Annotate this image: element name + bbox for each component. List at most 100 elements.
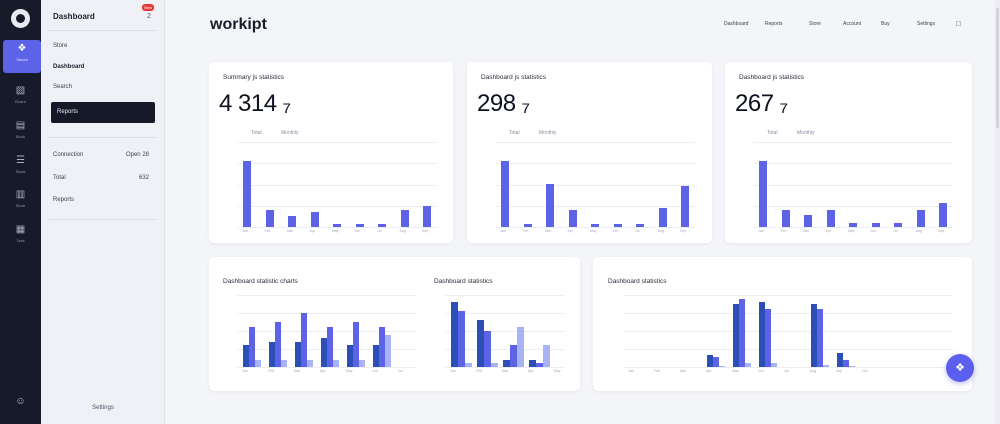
rail-item-store[interactable]: ▥ Store — [0, 186, 41, 218]
grid-line — [753, 184, 953, 186]
x-tick-label: Jan — [628, 369, 634, 373]
sidebar-item-reports[interactable]: Reports — [51, 102, 155, 123]
x-tick-label: Apr — [528, 369, 534, 373]
x-tick-label: Mar — [502, 369, 509, 373]
chart-bar — [503, 359, 510, 367]
grid-line — [753, 142, 953, 143]
scrollbar-thumb[interactable] — [996, 8, 999, 128]
chart-bar — [546, 183, 554, 227]
chart-title: Dashboard statistic charts — [223, 278, 298, 285]
x-tick-label: Oct — [862, 369, 868, 373]
grid-line — [623, 367, 953, 368]
grid-line — [237, 313, 417, 314]
chart-bar — [871, 222, 880, 227]
nav-dashboard[interactable]: Dashboard — [724, 21, 749, 27]
chart-title: Dashboard statistics — [608, 278, 667, 285]
chart-bar — [517, 327, 524, 367]
chat-fab-button[interactable]: ❖ — [946, 354, 974, 382]
kpi-card-1: Summary js statistics 4 314 ₇ Total Mont… — [209, 62, 453, 243]
chart-bar — [939, 203, 947, 227]
nav-store[interactable]: Store — [809, 21, 821, 27]
chart-bar — [400, 210, 409, 227]
chart-bar — [765, 309, 771, 367]
kpi-title: Summary js statistics — [223, 74, 285, 81]
chart-bar — [249, 327, 255, 367]
kpi-sub-label: Monthly — [797, 130, 815, 136]
rail-item-label: Task — [16, 238, 25, 243]
rail-item-label: Stack — [15, 169, 26, 174]
chart-bar — [484, 331, 491, 367]
rail-item-label: Book — [15, 134, 26, 139]
chart-bar — [811, 303, 817, 367]
x-tick-label: Feb — [522, 229, 529, 233]
chart-bar — [817, 309, 823, 367]
sidebar-item-search[interactable]: Search — [53, 84, 73, 90]
grid-line — [237, 184, 437, 186]
sidebar-footer-settings[interactable]: Settings — [92, 405, 114, 411]
chart-bar — [378, 223, 386, 227]
x-tick-label: Jul — [398, 369, 403, 373]
sidebar-item-dashboard[interactable]: Dashboard — [53, 64, 85, 70]
chart-bar — [307, 359, 313, 367]
chart-bar — [733, 303, 739, 367]
document-icon: ▤ — [15, 120, 26, 131]
grid-line — [237, 142, 437, 143]
notification-badge[interactable]: New — [142, 4, 154, 11]
chart-bar — [243, 160, 251, 227]
grid-line — [623, 295, 953, 296]
kpi-sub-label: Total — [509, 130, 520, 136]
x-tick-label: Aug — [915, 229, 922, 233]
x-tick-label: Jan — [500, 229, 506, 233]
grid-line — [753, 163, 953, 165]
rail-item-saved[interactable]: ❖ Saved — [3, 40, 41, 73]
statistics-card-1: Dashboard statistic charts Dashboard sta… — [209, 257, 580, 391]
chart-bar — [275, 322, 281, 367]
grid-line — [623, 313, 953, 314]
chart-bar — [523, 224, 532, 227]
rail-item-board[interactable]: ▧ Board — [0, 82, 41, 114]
sidebar-item-store[interactable]: Store — [53, 43, 68, 49]
chart-bar — [491, 363, 498, 367]
rail-item-label: Board — [15, 99, 26, 104]
rail-item-book[interactable]: ▤ Book — [0, 117, 41, 149]
chart-bar — [333, 359, 339, 367]
window-icon[interactable]: □ — [956, 19, 961, 28]
chart-bar — [849, 365, 855, 367]
nav-buy[interactable]: Buy — [881, 21, 890, 27]
nav-account[interactable]: Account — [843, 21, 862, 27]
nav-reports[interactable]: Reports — [765, 21, 783, 27]
stat-label-connection: Connection — [53, 152, 84, 158]
grid-line — [753, 205, 953, 207]
kpi-card-2: Dashboard js statistics 298 ₇ Total Mont… — [467, 62, 712, 243]
app-logo-icon[interactable] — [11, 9, 30, 28]
scrollbar[interactable] — [995, 0, 1000, 424]
chart-bar — [355, 223, 364, 227]
sidebar-count: 2 — [147, 13, 151, 20]
chart-bar — [707, 355, 713, 367]
chart-bar — [379, 327, 385, 367]
x-tick-label: May — [346, 369, 353, 373]
x-tick-label: Feb — [780, 229, 787, 233]
chart-bar — [255, 359, 261, 367]
chart-bar — [823, 364, 829, 367]
x-tick-label: May — [332, 229, 339, 233]
divider — [49, 219, 157, 220]
chart-bar — [465, 363, 472, 367]
chart-bar — [301, 313, 307, 367]
kpi-sub-label: Total — [251, 130, 262, 136]
x-tick-label: Sep — [836, 369, 843, 373]
user-icon[interactable]: ☺ — [15, 396, 26, 407]
folder-icon: ▥ — [15, 189, 26, 200]
grid-line — [623, 349, 953, 350]
stat-label-reports[interactable]: Reports — [53, 197, 75, 203]
chart-bar — [451, 302, 458, 367]
divider — [49, 137, 157, 138]
chart-bar — [568, 210, 577, 227]
nav-settings[interactable]: Settings — [917, 21, 936, 27]
x-tick-label: Mar — [287, 229, 294, 233]
x-tick-label: Jul — [893, 229, 898, 233]
x-tick-label: Apr — [706, 369, 712, 373]
kpi-sub-label: Monthly — [281, 130, 299, 136]
rail-item-task[interactable]: ▦ Task — [0, 221, 41, 253]
rail-item-stack[interactable]: ☰ Stack — [0, 152, 41, 184]
